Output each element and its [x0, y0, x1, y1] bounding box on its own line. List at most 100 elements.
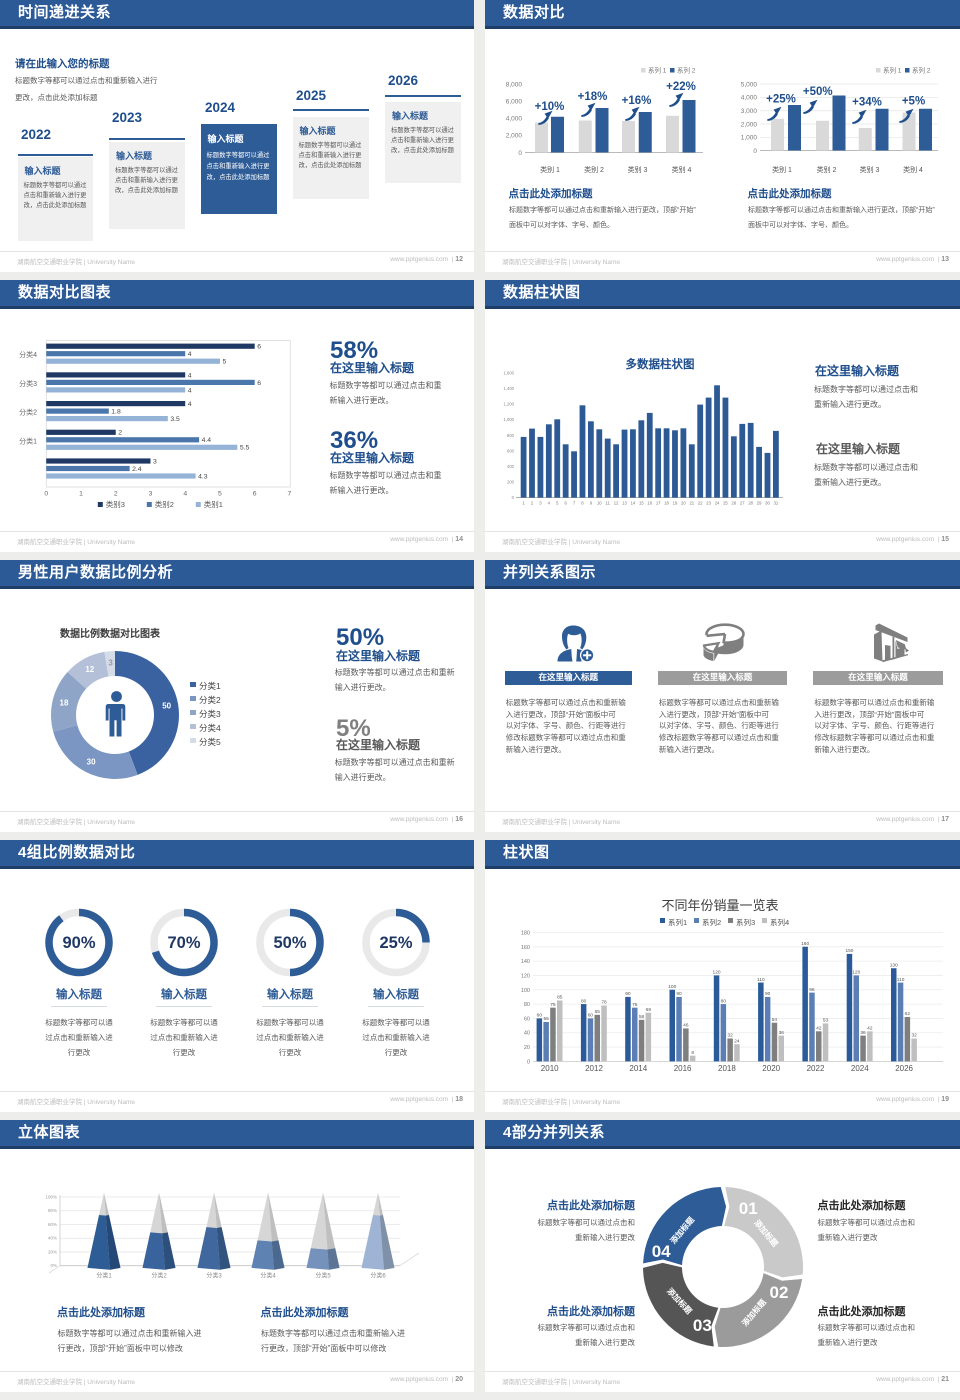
- svg-text:5: 5: [222, 359, 226, 366]
- svg-text:800: 800: [507, 433, 515, 438]
- svg-text:0: 0: [753, 148, 757, 155]
- svg-text:2: 2: [114, 491, 118, 498]
- svg-text:8: 8: [581, 501, 584, 506]
- svg-text:60: 60: [537, 1013, 543, 1019]
- svg-text:系列 2: 系列 2: [677, 66, 696, 75]
- svg-text:1.8: 1.8: [111, 409, 121, 416]
- svg-text:110: 110: [897, 977, 905, 983]
- svg-text:42: 42: [816, 1026, 822, 1032]
- svg-text:5,000: 5,000: [741, 81, 758, 88]
- svg-text:02: 02: [769, 1283, 788, 1302]
- svg-text:2022: 2022: [807, 1064, 825, 1073]
- svg-text:20: 20: [524, 1045, 530, 1051]
- svg-text:类别3: 类别3: [106, 499, 125, 509]
- svg-text:25: 25: [723, 501, 728, 506]
- svg-text:2014: 2014: [629, 1064, 647, 1073]
- svg-text:4.4: 4.4: [202, 437, 212, 444]
- svg-text:分类1: 分类1: [96, 1272, 112, 1280]
- svg-text:20: 20: [681, 501, 686, 506]
- svg-text:23: 23: [706, 501, 711, 506]
- svg-text:3: 3: [108, 659, 113, 668]
- svg-text:1: 1: [79, 491, 83, 498]
- svg-text:28: 28: [748, 501, 753, 506]
- svg-text:80%: 80%: [48, 1208, 57, 1213]
- svg-text:4: 4: [548, 501, 551, 506]
- svg-text:7: 7: [573, 501, 576, 506]
- svg-text:21: 21: [689, 501, 694, 506]
- svg-text:分类2: 分类2: [19, 408, 37, 417]
- svg-text:120: 120: [852, 970, 860, 976]
- svg-text:120: 120: [713, 970, 721, 976]
- svg-text:58: 58: [639, 1014, 645, 1020]
- svg-text:1,400: 1,400: [504, 386, 515, 391]
- svg-text:55: 55: [543, 1016, 549, 1022]
- svg-text:150: 150: [845, 948, 853, 954]
- svg-text:类别 3: 类别 3: [860, 165, 880, 174]
- svg-text:+22%: +22%: [666, 81, 696, 93]
- svg-text:2026: 2026: [895, 1064, 913, 1073]
- svg-text:4.3: 4.3: [198, 473, 208, 480]
- svg-text:54: 54: [772, 1017, 778, 1023]
- svg-text:分类1: 分类1: [19, 436, 37, 445]
- svg-text:类别 2: 类别 2: [817, 165, 837, 174]
- svg-text:9: 9: [590, 501, 593, 506]
- svg-text:75: 75: [550, 1002, 556, 1008]
- svg-text:60%: 60%: [48, 1222, 57, 1227]
- svg-text:100: 100: [521, 988, 530, 994]
- svg-text:120: 120: [521, 973, 530, 979]
- svg-text:400: 400: [507, 464, 515, 469]
- svg-text:3: 3: [149, 491, 153, 498]
- svg-text:78: 78: [601, 1000, 607, 1006]
- svg-text:6: 6: [564, 501, 567, 506]
- svg-text:18: 18: [664, 501, 669, 506]
- svg-text:16: 16: [647, 501, 652, 506]
- svg-text:6: 6: [257, 344, 261, 351]
- svg-text:5.5: 5.5: [240, 445, 250, 452]
- svg-text:4: 4: [188, 372, 192, 379]
- svg-text:类别 4: 类别 4: [903, 165, 923, 174]
- svg-text:160: 160: [521, 945, 530, 951]
- svg-text:10: 10: [597, 501, 602, 506]
- svg-text:80: 80: [524, 1002, 530, 1008]
- svg-text:1,000: 1,000: [741, 135, 758, 142]
- svg-text:类别 1: 类别 1: [540, 165, 560, 174]
- svg-text:12: 12: [614, 501, 619, 506]
- svg-text:15: 15: [639, 501, 644, 506]
- svg-text:+16%: +16%: [622, 95, 652, 107]
- svg-text:27: 27: [740, 501, 745, 506]
- svg-text:110: 110: [757, 977, 765, 983]
- svg-text:130: 130: [890, 962, 898, 968]
- svg-text:分类4: 分类4: [260, 1272, 276, 1280]
- svg-text:2010: 2010: [541, 1064, 559, 1073]
- svg-text:17: 17: [656, 501, 661, 506]
- svg-text:分类4: 分类4: [19, 350, 37, 359]
- svg-text:5: 5: [556, 501, 559, 506]
- svg-text:29: 29: [757, 501, 762, 506]
- svg-text:3: 3: [153, 458, 157, 465]
- svg-text:2016: 2016: [674, 1064, 692, 1073]
- svg-text:类别 4: 类别 4: [672, 165, 692, 174]
- svg-text:7: 7: [288, 491, 292, 498]
- svg-text:53: 53: [823, 1018, 829, 1024]
- svg-text:12: 12: [85, 665, 94, 674]
- svg-text:96: 96: [809, 987, 815, 993]
- svg-text:22: 22: [698, 501, 703, 506]
- svg-text:600: 600: [507, 448, 515, 453]
- svg-text:分类5: 分类5: [315, 1272, 331, 1280]
- svg-text:8: 8: [691, 1050, 694, 1056]
- svg-text:3: 3: [539, 501, 542, 506]
- svg-text:6: 6: [257, 380, 261, 387]
- svg-text:85: 85: [557, 995, 563, 1001]
- svg-text:40: 40: [524, 1031, 530, 1037]
- svg-text:2,000: 2,000: [506, 132, 523, 139]
- svg-text:75: 75: [632, 1002, 638, 1008]
- svg-text:13: 13: [622, 501, 627, 506]
- svg-text:2020: 2020: [762, 1064, 780, 1073]
- svg-text:2.4: 2.4: [132, 466, 142, 473]
- svg-text:32: 32: [727, 1033, 733, 1039]
- svg-text:40%: 40%: [48, 1236, 57, 1241]
- svg-text:1,600: 1,600: [504, 371, 515, 376]
- svg-text:类别 2: 类别 2: [584, 165, 604, 174]
- svg-text:36: 36: [860, 1030, 866, 1036]
- svg-text:0: 0: [527, 1059, 530, 1065]
